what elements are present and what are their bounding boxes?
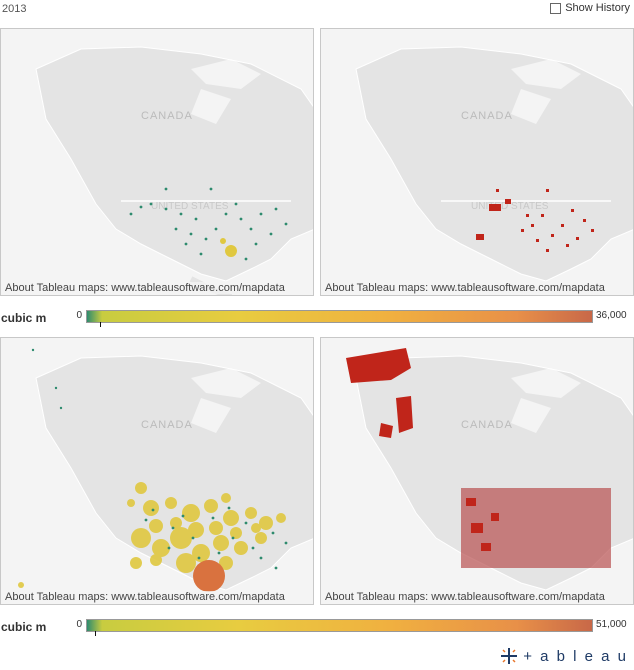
map-credit[interactable]: About Tableau maps: www.tableausoftware.… bbox=[323, 282, 607, 294]
scale-top-bar bbox=[86, 310, 593, 323]
canada-label: CANADA bbox=[141, 419, 193, 431]
show-history-label: Show History bbox=[565, 2, 630, 14]
canada-label: CANADA bbox=[461, 110, 513, 122]
map-credit[interactable]: About Tableau maps: www.tableausoftware.… bbox=[3, 591, 287, 603]
tableau-logo[interactable]: + a b l e a u bbox=[499, 646, 628, 666]
bubble-largest bbox=[193, 560, 225, 592]
north-america-landmass bbox=[35, 46, 313, 295]
scale-bottom-max: 51,000 bbox=[596, 619, 627, 630]
scale-top-max: 36,000 bbox=[596, 310, 627, 321]
filled-regions-alaska bbox=[346, 348, 413, 438]
filled-counties-us bbox=[461, 488, 611, 568]
scale-top-label: cubic m bbox=[1, 311, 47, 325]
year-label: 2013 bbox=[2, 3, 27, 15]
scale-bottom-min: 0 bbox=[76, 619, 82, 630]
data-points bbox=[129, 187, 288, 261]
filled-counties-highlight bbox=[466, 498, 499, 551]
canada-label: CANADA bbox=[461, 419, 513, 431]
scale-top-min: 0 bbox=[76, 310, 82, 321]
us-label: UNITED STATES bbox=[471, 201, 549, 212]
map-bottom-right-canvas: CANADA bbox=[346, 348, 633, 591]
tableau-plus-icon bbox=[501, 648, 518, 664]
canada-label: CANADA bbox=[141, 110, 193, 122]
map-bottom-right[interactable]: CANADA About Tableau maps: www.tableauso… bbox=[320, 337, 634, 605]
map-top-left[interactable]: CANADA UNITED STATES bbox=[0, 28, 314, 296]
scale-bottom-tick bbox=[95, 631, 96, 636]
map-bottom-left[interactable]: CANADA About Tableau maps: www.tableauso… bbox=[0, 337, 314, 605]
filled-counties bbox=[476, 189, 594, 252]
tableau-wordmark: + a b l e a u bbox=[523, 647, 628, 665]
north-america-landmass bbox=[35, 355, 313, 591]
north-america-landmass bbox=[355, 46, 633, 282]
map-credit[interactable]: About Tableau maps: www.tableausoftware.… bbox=[3, 282, 287, 294]
us-label: UNITED STATES bbox=[151, 201, 229, 212]
scale-bottom-label: cubic m bbox=[1, 620, 47, 634]
show-history-checkbox[interactable] bbox=[550, 2, 562, 14]
map-top-left-canvas: CANADA UNITED STATES bbox=[35, 46, 313, 295]
map-top-right[interactable]: CANADA UNITED STATES About Tableau maps:… bbox=[320, 28, 634, 296]
scale-bottom-bar bbox=[86, 619, 593, 632]
map-bottom-left-canvas: CANADA bbox=[18, 348, 313, 592]
show-history-toggle[interactable]: Show History bbox=[550, 2, 630, 14]
map-credit[interactable]: About Tableau maps: www.tableausoftware.… bbox=[323, 591, 607, 603]
scale-top-tick bbox=[100, 322, 101, 327]
map-top-right-canvas: CANADA UNITED STATES bbox=[355, 46, 633, 282]
bubbles-green bbox=[31, 348, 288, 570]
